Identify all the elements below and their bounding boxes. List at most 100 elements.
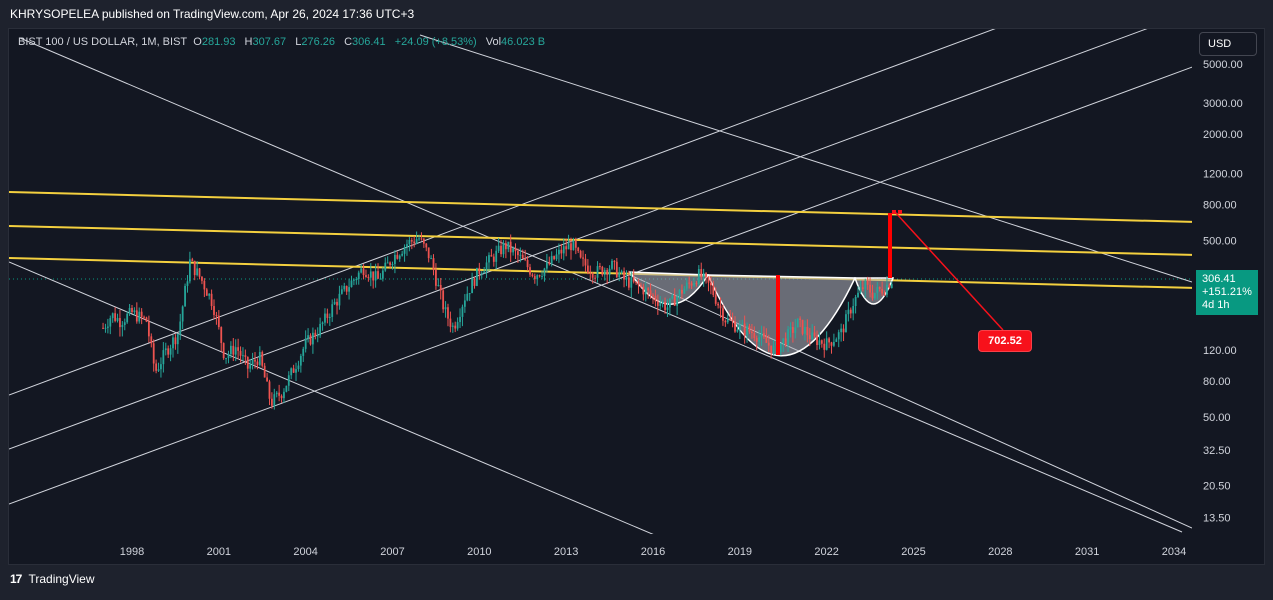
trend-line-down-4[interactable]	[629, 274, 1192, 529]
candle-body	[343, 285, 346, 290]
candle-body	[492, 256, 495, 262]
candle-body	[550, 256, 553, 265]
candle-body	[237, 347, 240, 351]
candle-body	[201, 276, 203, 281]
high-value: 307.67	[252, 36, 287, 48]
currency-button[interactable]: USD	[1199, 32, 1257, 56]
candle-body	[328, 316, 331, 318]
symbol-legend: BIST 100 / US DOLLAR, 1M, BIST O281.93 H…	[18, 36, 551, 48]
resistance-line-2[interactable]	[9, 225, 1195, 256]
candle-body	[133, 310, 136, 313]
candle-body	[188, 259, 191, 282]
candle-body	[507, 241, 510, 250]
candle-body	[251, 359, 254, 365]
channel-line-up-2[interactable]	[9, 22, 1165, 450]
trend-line-down-3[interactable]	[419, 34, 1192, 283]
candle-body	[198, 268, 201, 277]
volume-label: Vol	[485, 36, 502, 48]
trend-line-down-2[interactable]	[9, 261, 657, 536]
candle-body	[676, 296, 679, 306]
price-axis-label: 20.50	[1203, 480, 1231, 492]
candle-body	[714, 295, 717, 304]
close-label: C	[344, 36, 353, 48]
symbol-name[interactable]: BIST 100 / US DOLLAR, 1M, BIST	[18, 36, 188, 48]
candle-body	[283, 391, 285, 399]
candle-body	[890, 284, 893, 289]
candle-body	[755, 337, 758, 342]
candle-body	[866, 280, 869, 285]
candle-body	[321, 322, 324, 324]
candle-body	[845, 314, 847, 333]
time-axis-label: 2031	[1075, 546, 1099, 558]
candle-body	[449, 318, 452, 327]
candle-body	[140, 311, 143, 317]
trend-line-down-1[interactable]	[19, 37, 1183, 533]
candle-body	[299, 355, 302, 366]
candle-body	[172, 337, 174, 349]
candle-body	[765, 336, 768, 343]
candle-body	[654, 295, 657, 302]
candle-body	[203, 280, 206, 290]
candle-body	[526, 260, 529, 268]
bar-countdown: 4d 1h	[1202, 299, 1230, 311]
candle-body	[572, 240, 575, 251]
candle-body	[818, 340, 821, 346]
candle-body	[229, 345, 232, 355]
price-axis[interactable]: 13.50 20.50 32.50 50.00 80.00 120.00 500.00 800…	[1203, 59, 1243, 524]
candle-body	[451, 325, 454, 327]
candle-body	[565, 246, 568, 250]
candle-body	[461, 306, 464, 317]
candle-body	[398, 255, 401, 259]
candle-body	[517, 251, 519, 256]
time-axis-label: 2004	[293, 546, 317, 558]
candle-body	[606, 270, 609, 275]
time-axis[interactable]: 1998 2001 2004 2007 2010 2013 2016 2019 2022 2025…	[120, 546, 1186, 558]
candle-body	[589, 272, 592, 274]
candle-body	[509, 241, 512, 253]
candle-body	[408, 240, 411, 245]
candle-body	[432, 258, 435, 271]
candle-body	[627, 277, 630, 288]
candle-body	[857, 292, 859, 298]
candle-body	[820, 340, 823, 344]
candle-body	[290, 368, 293, 376]
candle-body	[618, 272, 621, 278]
candle-body	[615, 261, 618, 278]
candle-body	[835, 339, 838, 342]
candle-body	[162, 350, 165, 365]
candle-body	[823, 343, 826, 350]
candle-body	[772, 345, 775, 354]
publisher-header: KHRYSOPELEA published on TradingView.com…	[0, 0, 1273, 28]
price-axis-label: 500.00	[1203, 236, 1237, 248]
candle-body	[864, 280, 867, 289]
candle-body	[806, 326, 809, 336]
candle-body	[309, 335, 312, 345]
candle-body	[560, 249, 563, 254]
candle-body	[630, 277, 633, 288]
candle-body	[702, 273, 705, 278]
candle-body	[463, 300, 466, 307]
candle-body	[176, 334, 179, 345]
candle-body	[876, 287, 879, 293]
candle-body	[644, 288, 647, 295]
candle-body	[340, 289, 343, 294]
candle-body	[796, 318, 799, 328]
resistance-line-1[interactable]	[9, 191, 1195, 223]
candle-body	[181, 306, 184, 322]
candle-body	[874, 292, 876, 299]
candle-body	[135, 310, 138, 322]
target-anchor-right	[898, 210, 902, 214]
candle-body	[753, 332, 756, 338]
candle-body	[242, 355, 244, 357]
candle-body	[372, 271, 375, 281]
channel-line-up-1[interactable]	[9, 25, 1005, 396]
candle-body	[623, 271, 625, 280]
cup-shape-1[interactable]	[628, 271, 710, 305]
candle-body	[579, 250, 582, 258]
target-price-label[interactable]: 702.52	[978, 330, 1032, 352]
candle-body	[574, 240, 577, 248]
candle-body	[743, 323, 746, 336]
candle-body	[779, 343, 782, 353]
candle-body	[246, 356, 249, 369]
